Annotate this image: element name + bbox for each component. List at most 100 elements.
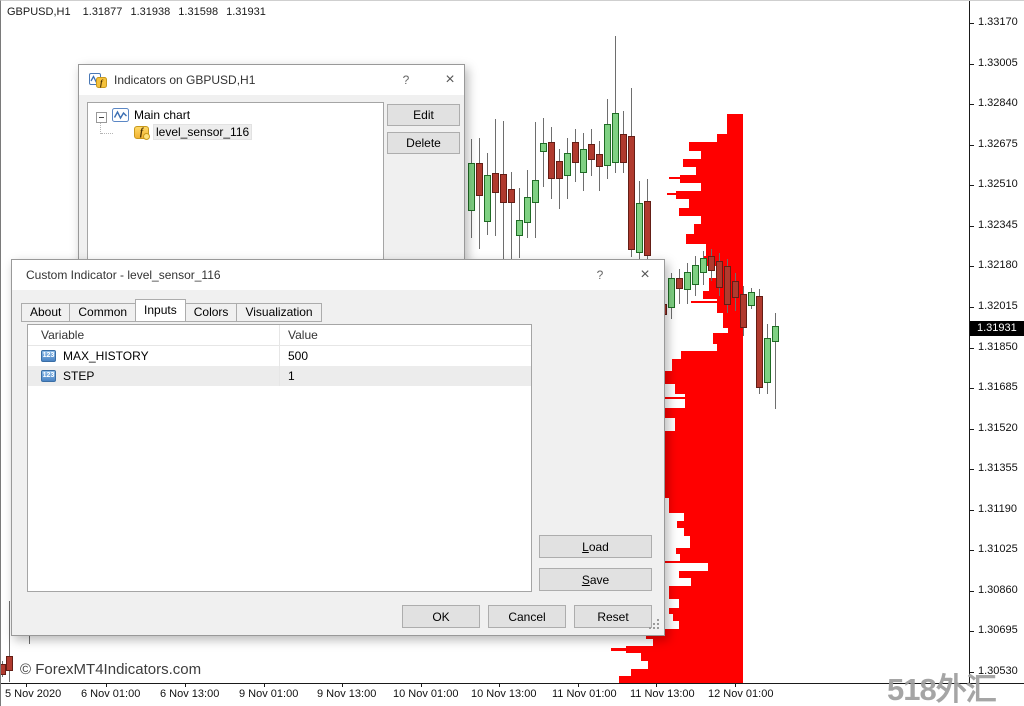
candle-body <box>564 153 571 176</box>
histogram-segment <box>673 614 743 621</box>
histogram-segment <box>690 536 743 548</box>
save-button[interactable]: Save <box>539 568 652 591</box>
candle-body <box>580 149 587 173</box>
price-tick-label: 1.32345 <box>978 219 1018 231</box>
time-tick-label: 9 Nov 01:00 <box>239 688 299 700</box>
histogram-segment <box>689 199 743 208</box>
indicator-tree[interactable]: Main chart f level_sensor_116 <box>87 102 384 260</box>
candle-body <box>748 292 755 306</box>
load-button[interactable]: Load <box>539 535 652 558</box>
ohlc-high: 1.31938 <box>130 6 171 18</box>
tab-colors[interactable]: Colors <box>184 303 238 322</box>
symbol-timeframe: GBPUSD,H1 <box>7 6 71 18</box>
help-button[interactable]: ? <box>402 73 410 87</box>
candle-body <box>556 161 563 179</box>
histogram-segment <box>681 351 743 359</box>
time-tick-label: 9 Nov 13:00 <box>317 688 377 700</box>
time-tick <box>499 683 500 687</box>
chart-area[interactable]: GBPUSD,H1 1.31877 1.31938 1.31598 1.3193… <box>1 1 969 683</box>
forexmt4indicators-watermark: © ForexMT4Indicators.com <box>20 661 202 678</box>
indicators-dialog-titlebar[interactable]: f Indicators on GBPUSD,H1 ? × <box>79 65 464 95</box>
candle-wick <box>615 36 616 173</box>
histogram-segment <box>701 151 743 159</box>
price-tick <box>969 145 974 146</box>
candle-body <box>500 174 507 203</box>
candle-body <box>540 143 547 152</box>
candle-body <box>484 175 491 222</box>
histogram-segment <box>637 561 743 563</box>
ohlc-close: 1.31931 <box>226 6 266 18</box>
price-tick <box>969 672 974 673</box>
candle-body <box>740 294 747 328</box>
delete-button[interactable]: Delete <box>387 132 460 154</box>
tree-collapse-toggle[interactable] <box>96 112 107 123</box>
candle-body <box>676 278 683 289</box>
time-axis[interactable]: 5 Nov 2020 6 Nov 01:00 6 Nov 13:00 9 Nov 01… <box>1 683 1024 706</box>
price-tick <box>969 266 974 267</box>
price-tick <box>969 510 974 511</box>
variable-value[interactable]: 500 <box>288 349 309 363</box>
histogram-segment <box>691 301 743 303</box>
variable-value[interactable]: 1 <box>288 369 295 383</box>
variable-name: MAX_HISTORY <box>63 349 149 363</box>
tab-about[interactable]: About <box>21 303 71 322</box>
histogram-segment <box>684 528 743 536</box>
time-tick <box>264 683 265 687</box>
histogram-segment <box>644 471 743 473</box>
cancel-button[interactable]: Cancel <box>488 605 566 628</box>
price-tick-label: 1.31850 <box>978 341 1018 353</box>
close-icon[interactable]: × <box>445 71 455 88</box>
close-icon[interactable]: × <box>640 266 650 283</box>
candle-body <box>644 201 651 256</box>
tab-visualization[interactable]: Visualization <box>236 303 322 322</box>
reset-button[interactable]: Reset <box>574 605 652 628</box>
518-waihui-watermark: 518外汇网 <box>887 672 997 706</box>
table-header-row: Variable Value <box>28 325 531 346</box>
table-row[interactable]: 123 MAX_HISTORY 500 <box>28 346 531 366</box>
tree-connector <box>101 133 113 135</box>
candle-body <box>492 173 499 193</box>
histogram-segment <box>679 571 743 578</box>
histogram-segment <box>706 244 743 256</box>
histogram-segment <box>701 216 743 224</box>
price-axis-separator <box>969 1 970 684</box>
price-tick <box>969 104 974 105</box>
histogram-segment <box>675 384 743 394</box>
integer-type-icon: 123 <box>41 350 56 362</box>
tab-inputs[interactable]: Inputs <box>135 299 186 322</box>
histogram-segment <box>703 256 743 266</box>
custom-dialog-titlebar[interactable]: Custom Indicator - level_sensor_116 ? × <box>12 260 664 290</box>
help-button[interactable]: ? <box>596 268 604 282</box>
candle-body <box>6 656 13 671</box>
current-price-badge: 1.31931 <box>970 321 1024 336</box>
edit-button[interactable]: Edit <box>387 104 460 126</box>
candle-body <box>524 197 531 223</box>
indicators-dialog-icon: f <box>89 72 107 88</box>
histogram-segment <box>680 175 743 183</box>
ok-button[interactable]: OK <box>402 605 480 628</box>
price-axis[interactable]: 1.31931 1.33170 1.33005 1.32840 1.32675 1.32… <box>969 1 1024 683</box>
table-row[interactable]: 123 STEP 1 <box>28 366 531 386</box>
histogram-segment <box>689 142 743 151</box>
candle-body <box>516 220 523 236</box>
candle-wick <box>559 149 560 209</box>
candle-body <box>1 664 6 675</box>
histogram-segment <box>723 313 743 328</box>
chart-icon <box>112 108 129 122</box>
ohlc-readout: GBPUSD,H1 1.31877 1.31938 1.31598 1.3193… <box>7 6 271 18</box>
tab-common[interactable]: Common <box>69 303 137 322</box>
resize-grip-icon[interactable] <box>650 619 659 630</box>
tree-item-main-chart[interactable]: Main chart <box>112 108 190 122</box>
indicators-dialog-title: Indicators on GBPUSD,H1 <box>114 73 256 87</box>
histogram-segment <box>669 498 743 513</box>
time-tick-label: 11 Nov 13:00 <box>630 688 695 700</box>
histogram-segment <box>667 193 743 195</box>
price-tick <box>969 185 974 186</box>
histogram-segment <box>676 548 743 554</box>
price-tick <box>969 631 974 632</box>
tree-item-level-sensor[interactable]: f level_sensor_116 <box>134 124 253 140</box>
price-tick <box>969 23 974 24</box>
histogram-segment <box>665 397 743 399</box>
price-tick-label: 1.33005 <box>978 57 1018 69</box>
price-tick-label: 1.32180 <box>978 259 1018 271</box>
